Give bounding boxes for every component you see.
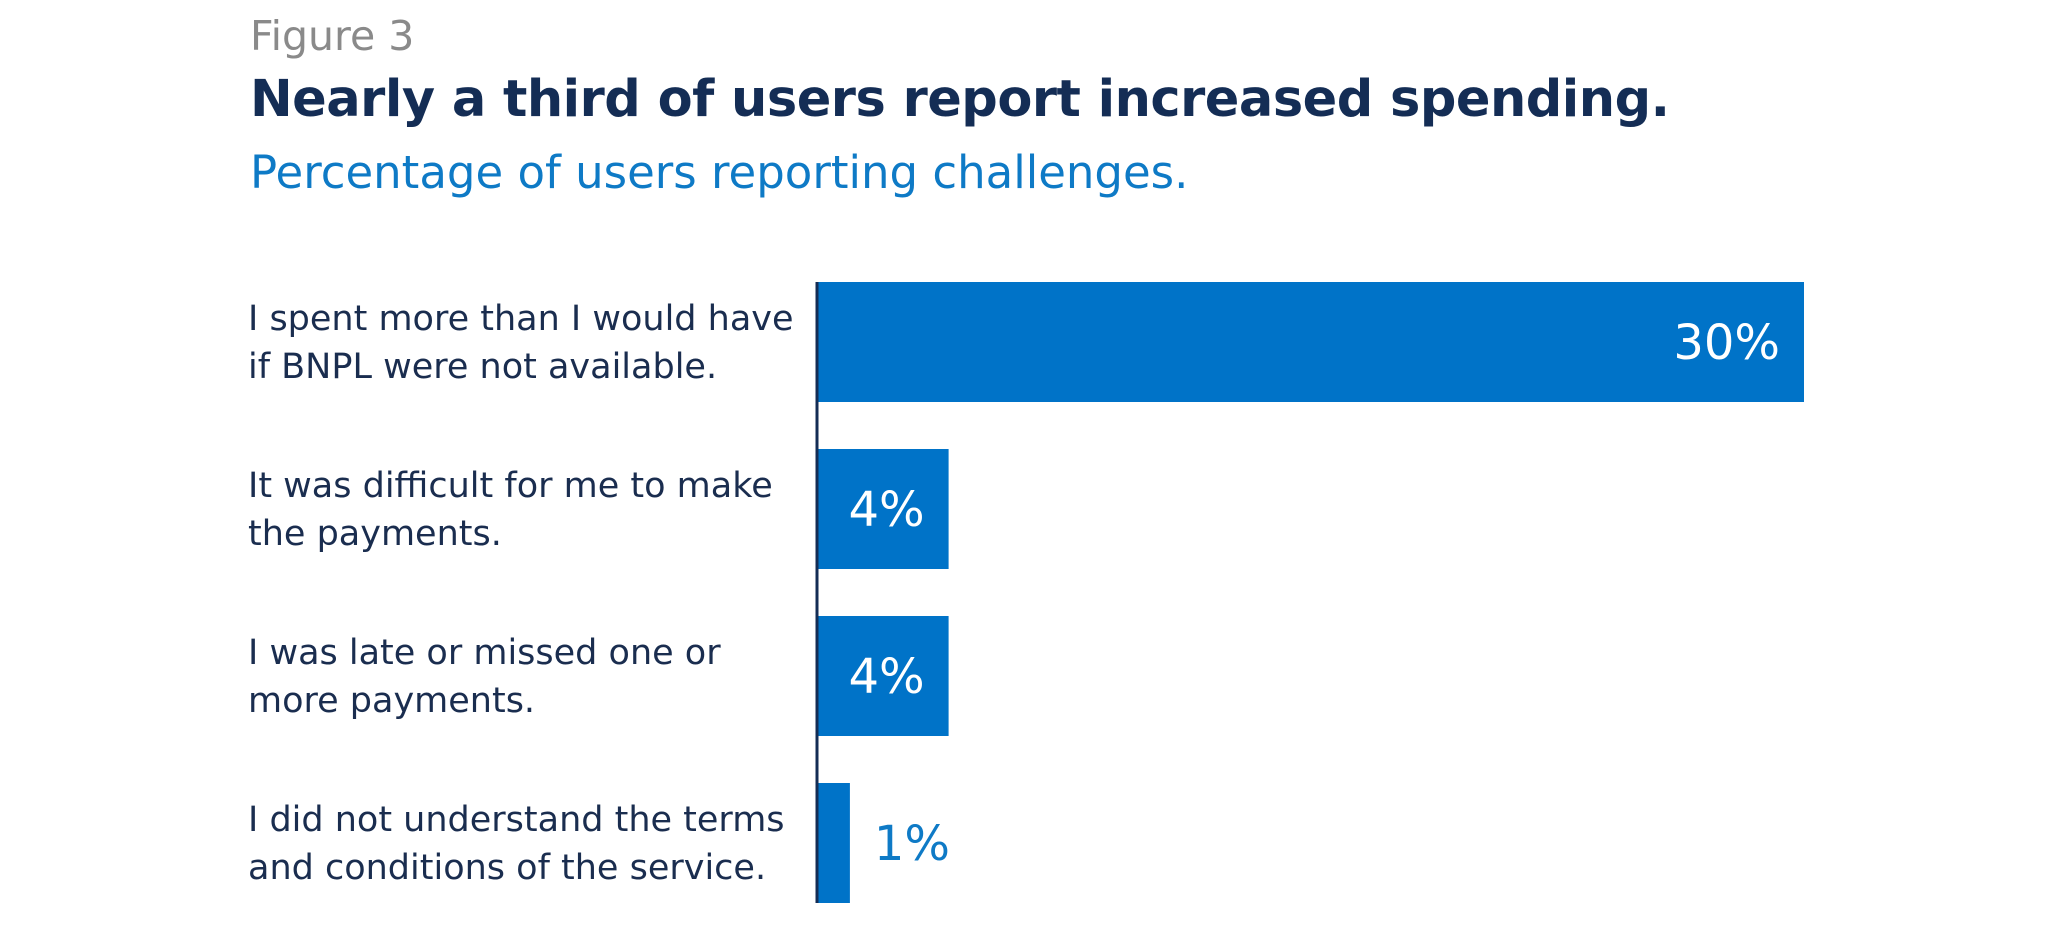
- bar-1: [817, 282, 1804, 402]
- chart-subtitle: Percentage of users reporting challenges…: [250, 146, 1189, 199]
- bar-2: [817, 449, 949, 569]
- value-label-2: 4%: [848, 482, 924, 538]
- category-label-2-line-2: the payments.: [248, 514, 502, 554]
- category-label-3-line-2: more payments.: [248, 681, 535, 721]
- figure-label: Figure 3: [250, 12, 415, 60]
- category-label-1-line-2: if BNPL were not available.: [248, 347, 717, 387]
- category-label-2-line-1: It was difficult for me to make: [248, 466, 773, 506]
- value-label-3: 4%: [848, 649, 924, 705]
- category-label-4-line-1: I did not understand the terms: [248, 800, 785, 840]
- category-label-1-line-1: I spent more than I would have: [248, 299, 794, 339]
- bar-3: [817, 616, 949, 736]
- value-label-1: 30%: [1673, 315, 1780, 371]
- category-label-3-line-1: I was late or missed one or: [248, 633, 721, 673]
- chart-title: Nearly a third of users report increased…: [250, 70, 1670, 129]
- category-label-4-line-2: and conditions of the service.: [248, 848, 766, 888]
- bar-4: [817, 783, 850, 903]
- value-label-4: 1%: [874, 816, 950, 872]
